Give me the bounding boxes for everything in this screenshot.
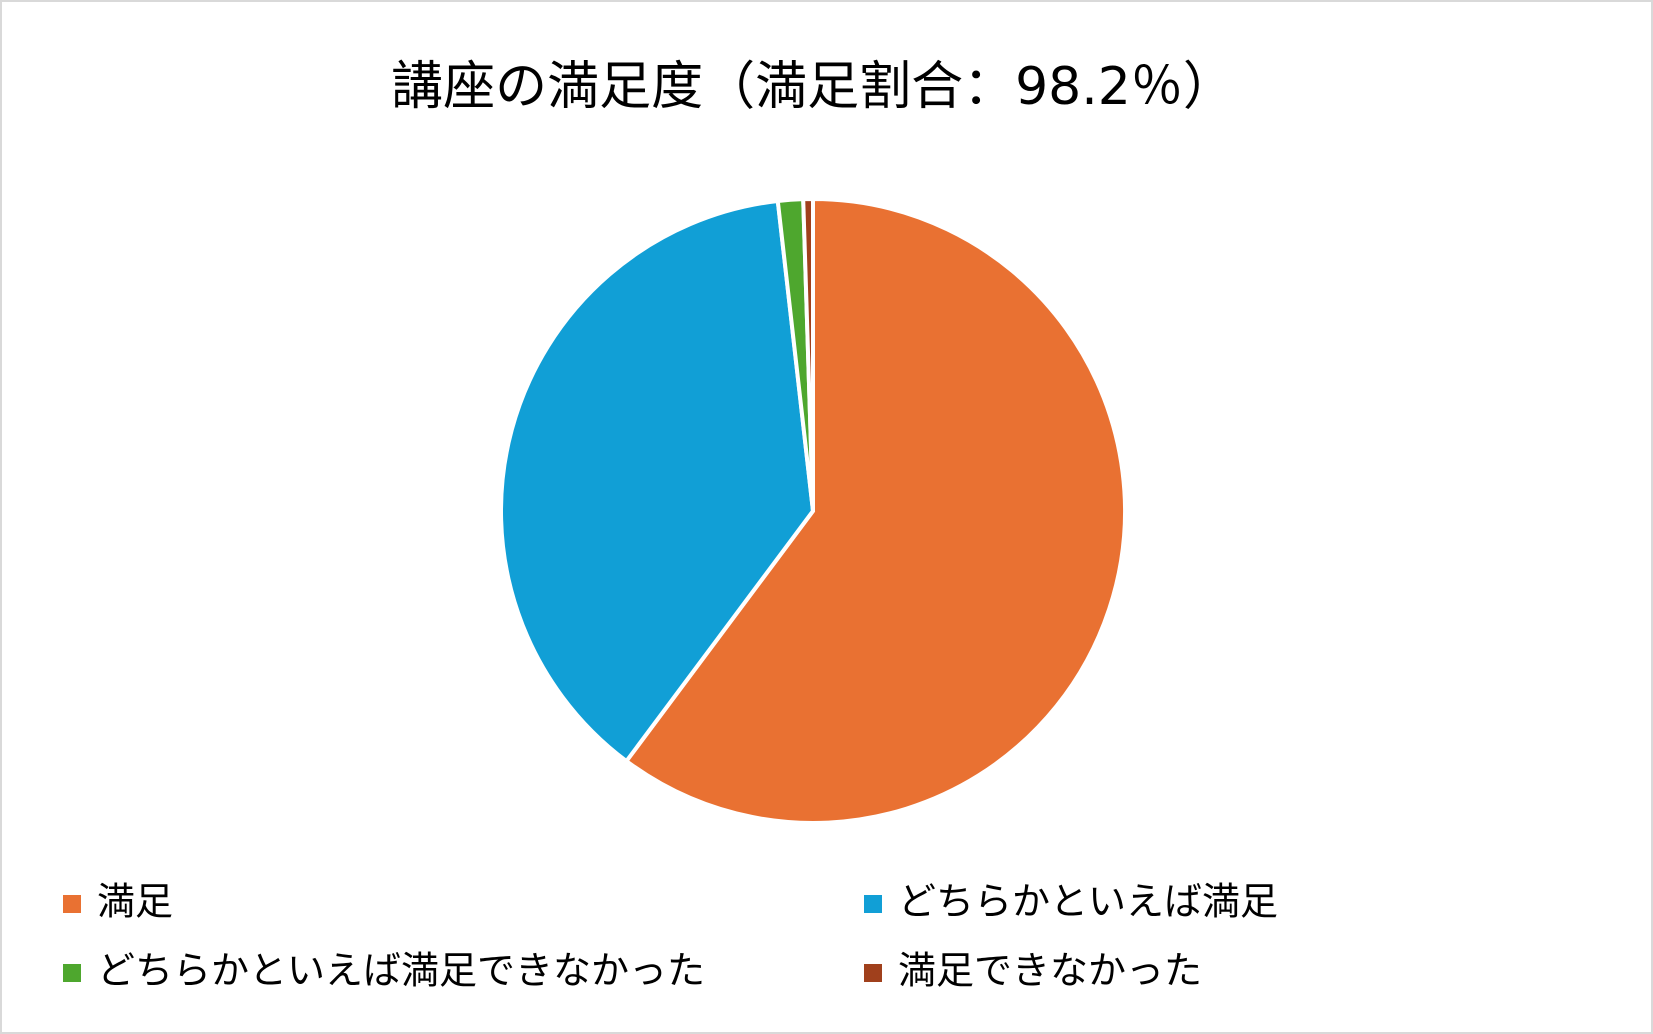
pie-slice [801, 196, 815, 512]
pie-slice [499, 198, 816, 764]
legend-swatch [864, 895, 882, 913]
legend-label: 満足 [97, 880, 173, 924]
legend-label: どちらかといえば満足 [898, 880, 1278, 924]
legend-swatch [63, 895, 81, 913]
pie-slice [623, 196, 1127, 825]
legend-label: 満足できなかった [898, 949, 1202, 993]
legend-label: どちらかといえば満足できなかった [97, 949, 705, 993]
chart-title: 講座の満足度（満足割合：98.2％） [391, 57, 1235, 117]
legend-swatch [864, 964, 882, 982]
legend-swatch [63, 964, 81, 982]
